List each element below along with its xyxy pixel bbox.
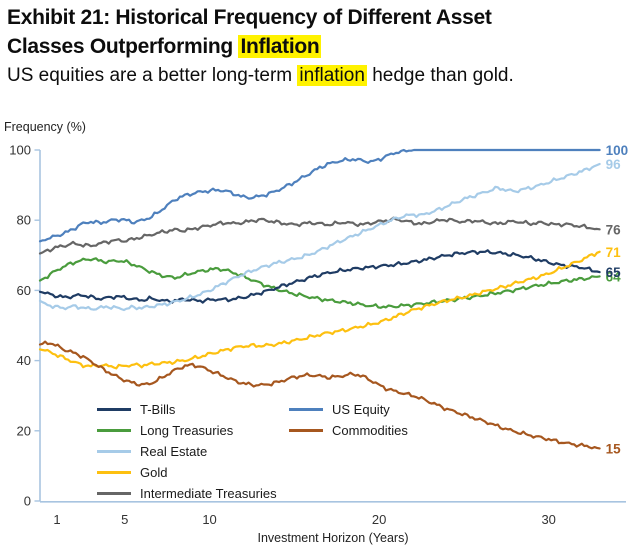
legend-item-gold: Gold xyxy=(97,462,289,483)
x-tick-label: 30 xyxy=(541,512,555,527)
x-axis-title: Investment Horizon (Years) xyxy=(257,531,409,545)
title-line-1: Exhibit 21: Historical Frequency of Diff… xyxy=(7,6,492,29)
legend-column-2: US Equity Commodities xyxy=(289,399,481,504)
end-label-t-bills: 65 xyxy=(606,265,622,280)
legend-label-intermediate-treasuries: Intermediate Treasuries xyxy=(140,486,277,501)
legend-label-real-estate: Real Estate xyxy=(140,444,208,459)
y-tick-label: 60 xyxy=(17,283,31,298)
end-label-long-treasuries: 64 xyxy=(606,269,622,284)
y-axis-title: Frequency (%) xyxy=(4,120,86,134)
exhibit-title: Exhibit 21: Historical Frequency of Diff… xyxy=(7,3,607,61)
legend-swatch-us-equity xyxy=(289,408,323,411)
series-line-commodities xyxy=(38,340,601,450)
end-label-intermediate-treasuries: 76 xyxy=(606,222,622,237)
end-label-commodities: 15 xyxy=(606,441,622,456)
legend-swatch-commodities xyxy=(289,429,323,432)
subtitle-prefix: US equities are a better long-term xyxy=(7,65,298,86)
legend-label-t-bills: T-Bills xyxy=(140,402,176,417)
legend-swatch-t-bills xyxy=(97,408,131,411)
legend-item-us-equity: US Equity xyxy=(289,399,481,420)
y-tick-label: 100 xyxy=(9,143,31,158)
title-line-2: Classes Outperforming xyxy=(7,35,239,58)
series-line-long-treasuries xyxy=(38,257,601,309)
x-tick-label: 5 xyxy=(121,512,128,527)
x-tick-label: 10 xyxy=(202,512,216,527)
series-line-us-equity xyxy=(38,148,601,243)
end-label-gold: 71 xyxy=(606,245,622,260)
legend-label-gold: Gold xyxy=(140,465,168,480)
y-tick-label: 0 xyxy=(24,494,31,509)
series-line-intermediate-treasuries xyxy=(38,216,601,255)
subtitle-highlight: inflation xyxy=(297,65,367,86)
series-line-real-estate xyxy=(38,162,601,312)
x-tick-label: 20 xyxy=(372,512,386,527)
end-label-real-estate: 96 xyxy=(606,157,622,172)
legend-label-commodities: Commodities xyxy=(332,423,408,438)
legend-item-real-estate: Real Estate xyxy=(97,441,289,462)
chart-legend: T-Bills Long Treasuries Real Estate Gold Int… xyxy=(97,399,481,504)
exhibit-subtitle: US equities are a better long-term infla… xyxy=(7,63,623,89)
x-tick-label: 1 xyxy=(53,512,60,527)
legend-label-us-equity: US Equity xyxy=(332,402,390,417)
legend-swatch-gold xyxy=(97,471,131,474)
end-label-us-equity: 100 xyxy=(606,143,629,158)
legend-swatch-intermediate-treasuries xyxy=(97,492,131,495)
series-line-gold xyxy=(38,250,601,370)
title-highlight: Inflation xyxy=(238,35,322,58)
legend-item-long-treasuries: Long Treasuries xyxy=(97,420,289,441)
legend-item-commodities: Commodities xyxy=(289,420,481,441)
y-tick-label: 40 xyxy=(17,353,31,368)
subtitle-suffix: hedge than gold. xyxy=(366,65,514,86)
y-tick-label: 80 xyxy=(17,213,31,228)
series-line-t-bills xyxy=(38,249,601,304)
legend-swatch-long-treasuries xyxy=(97,429,131,432)
legend-item-t-bills: T-Bills xyxy=(97,399,289,420)
legend-label-long-treasuries: Long Treasuries xyxy=(140,423,234,438)
legend-column-1: T-Bills Long Treasuries Real Estate Gold Int… xyxy=(97,399,289,504)
legend-item-intermediate-treasuries: Intermediate Treasuries xyxy=(97,483,289,504)
y-tick-label: 20 xyxy=(17,423,31,438)
legend-swatch-real-estate xyxy=(97,450,131,453)
